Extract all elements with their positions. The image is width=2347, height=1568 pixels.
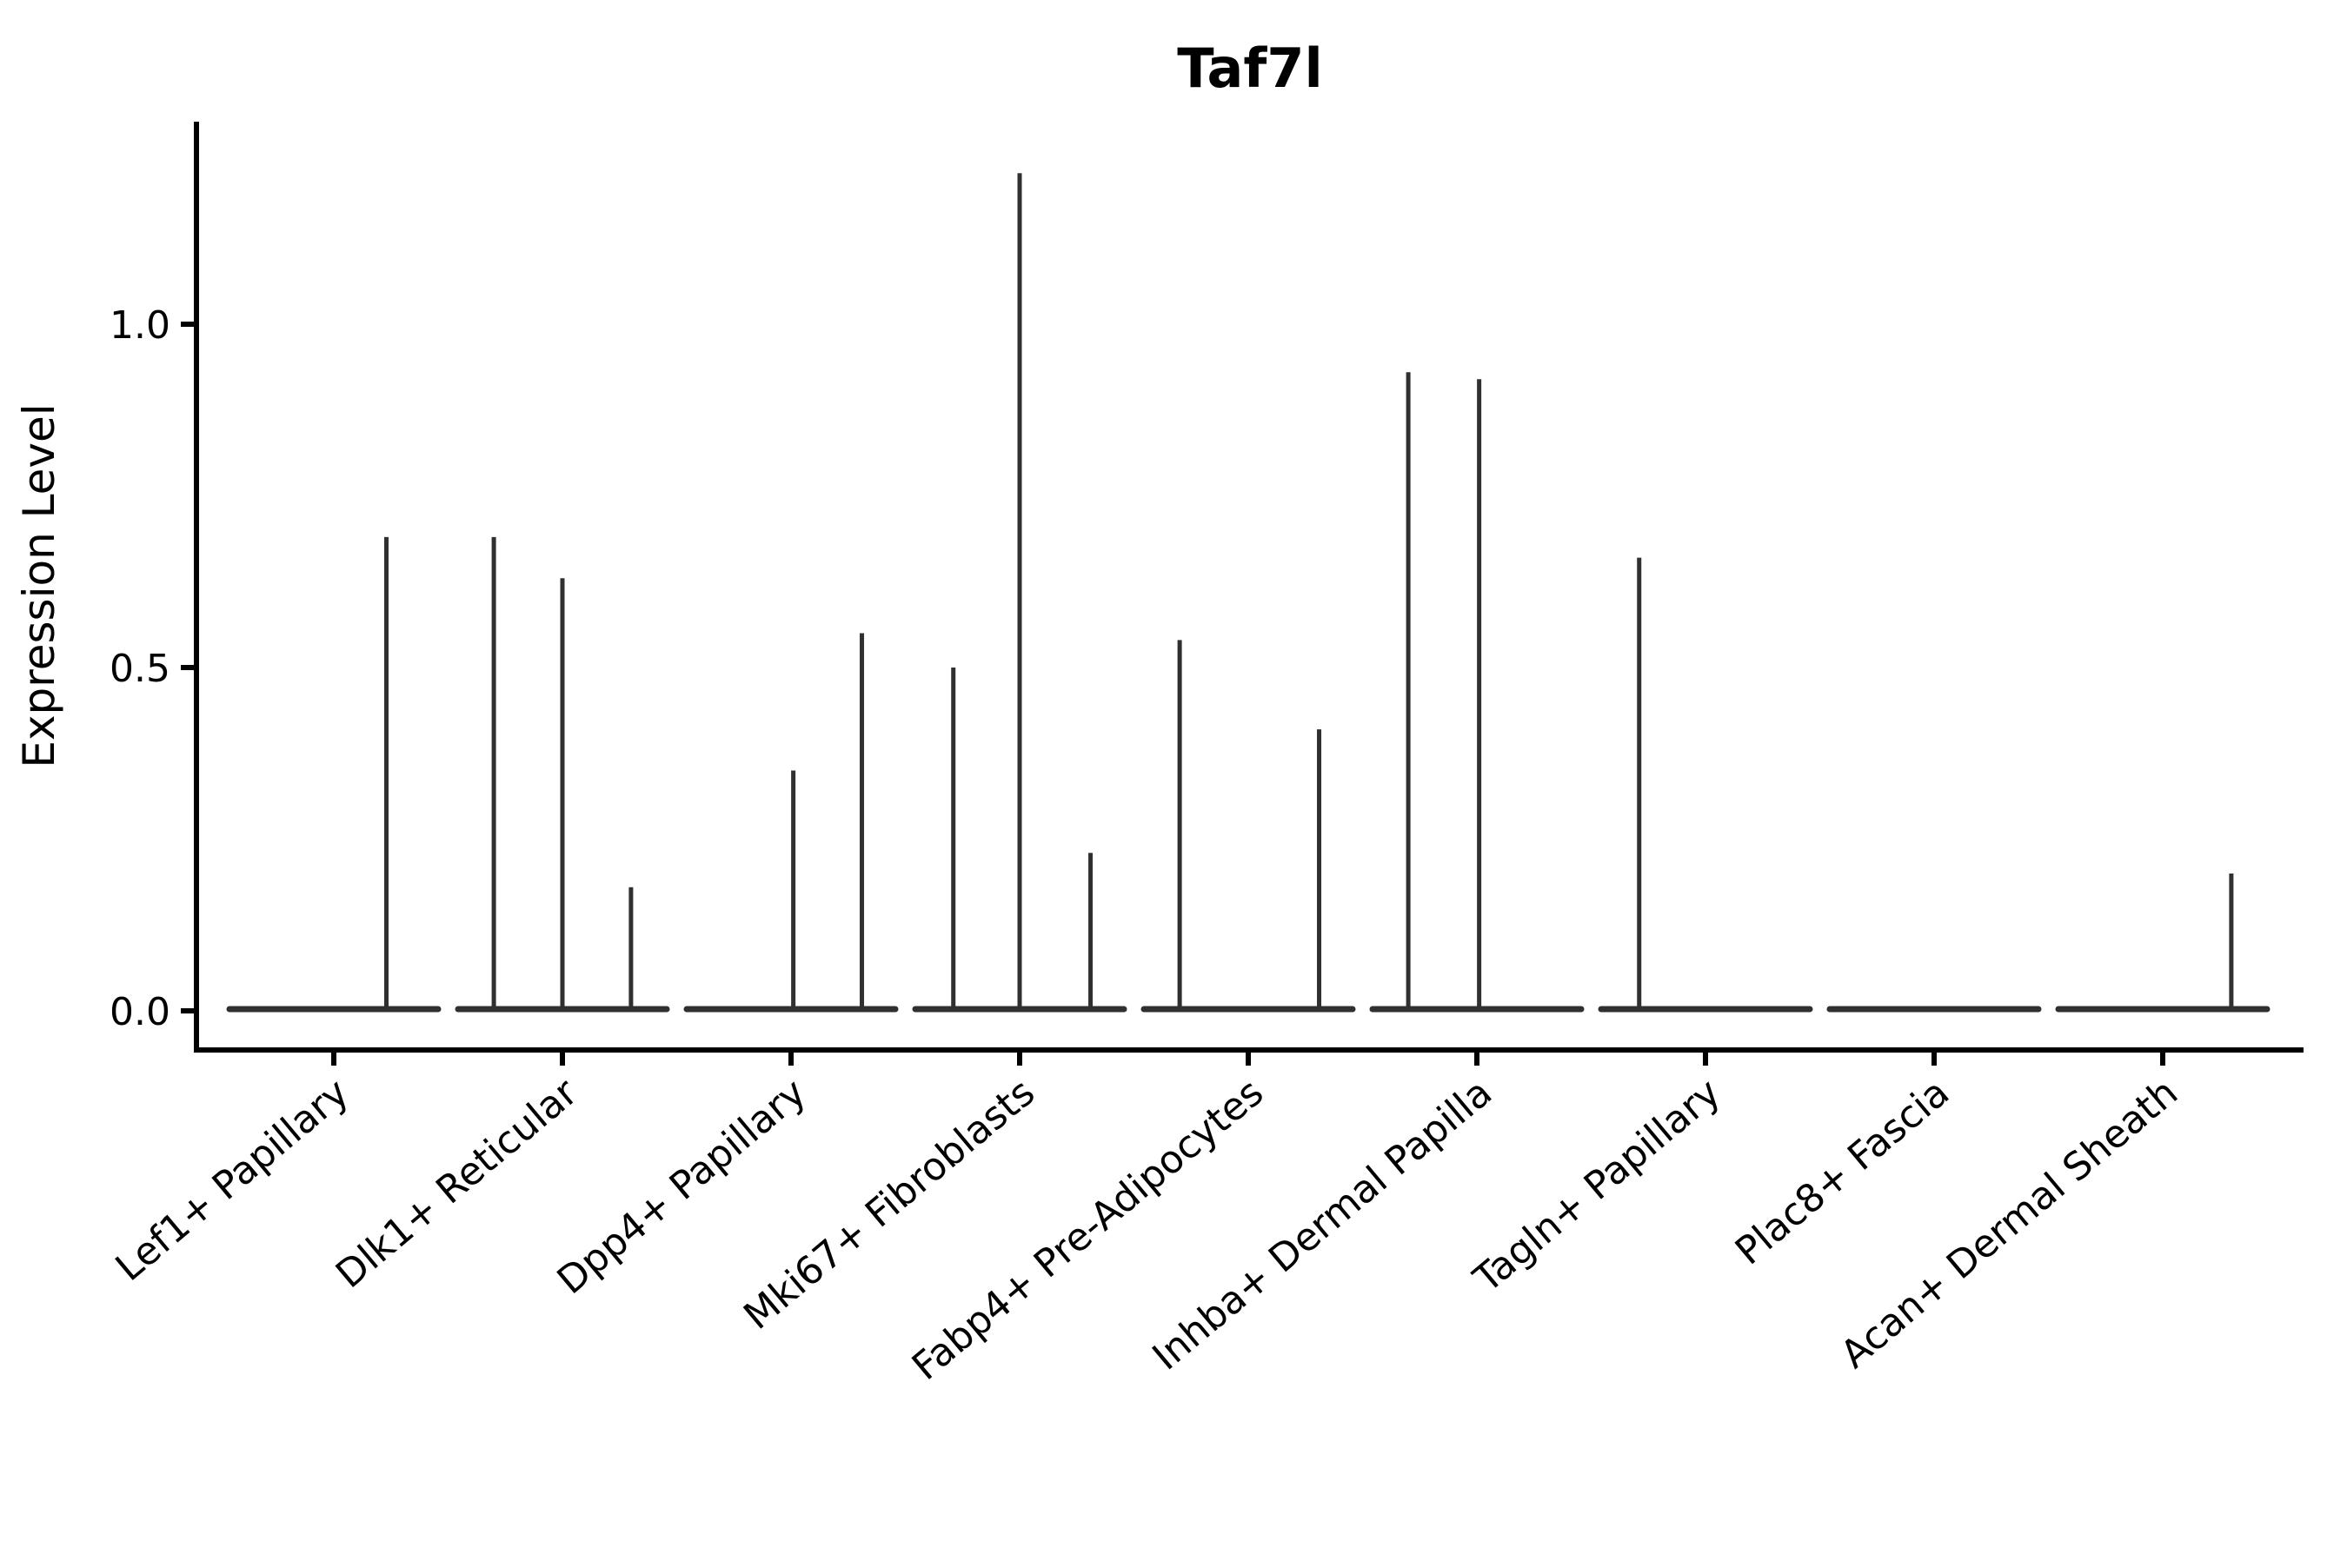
y-tick-label: 0.0 bbox=[110, 990, 170, 1034]
x-tick-label: Dlk1+ Reticular bbox=[328, 1070, 587, 1297]
y-tick-label: 0.5 bbox=[110, 647, 170, 691]
x-tick-label: Lef1+ Papillary bbox=[108, 1070, 357, 1290]
chart-title: Taf7l bbox=[1177, 37, 1323, 100]
x-tick-label: Tagln+ Papillary bbox=[1465, 1070, 1729, 1301]
x-tick-label: Plac8+ Fascia bbox=[1727, 1070, 1958, 1273]
y-axis-label: Expression Level bbox=[14, 403, 64, 767]
y-tick-label: 1.0 bbox=[110, 303, 170, 348]
x-tick-label: Dpp4+ Papillary bbox=[549, 1070, 814, 1303]
